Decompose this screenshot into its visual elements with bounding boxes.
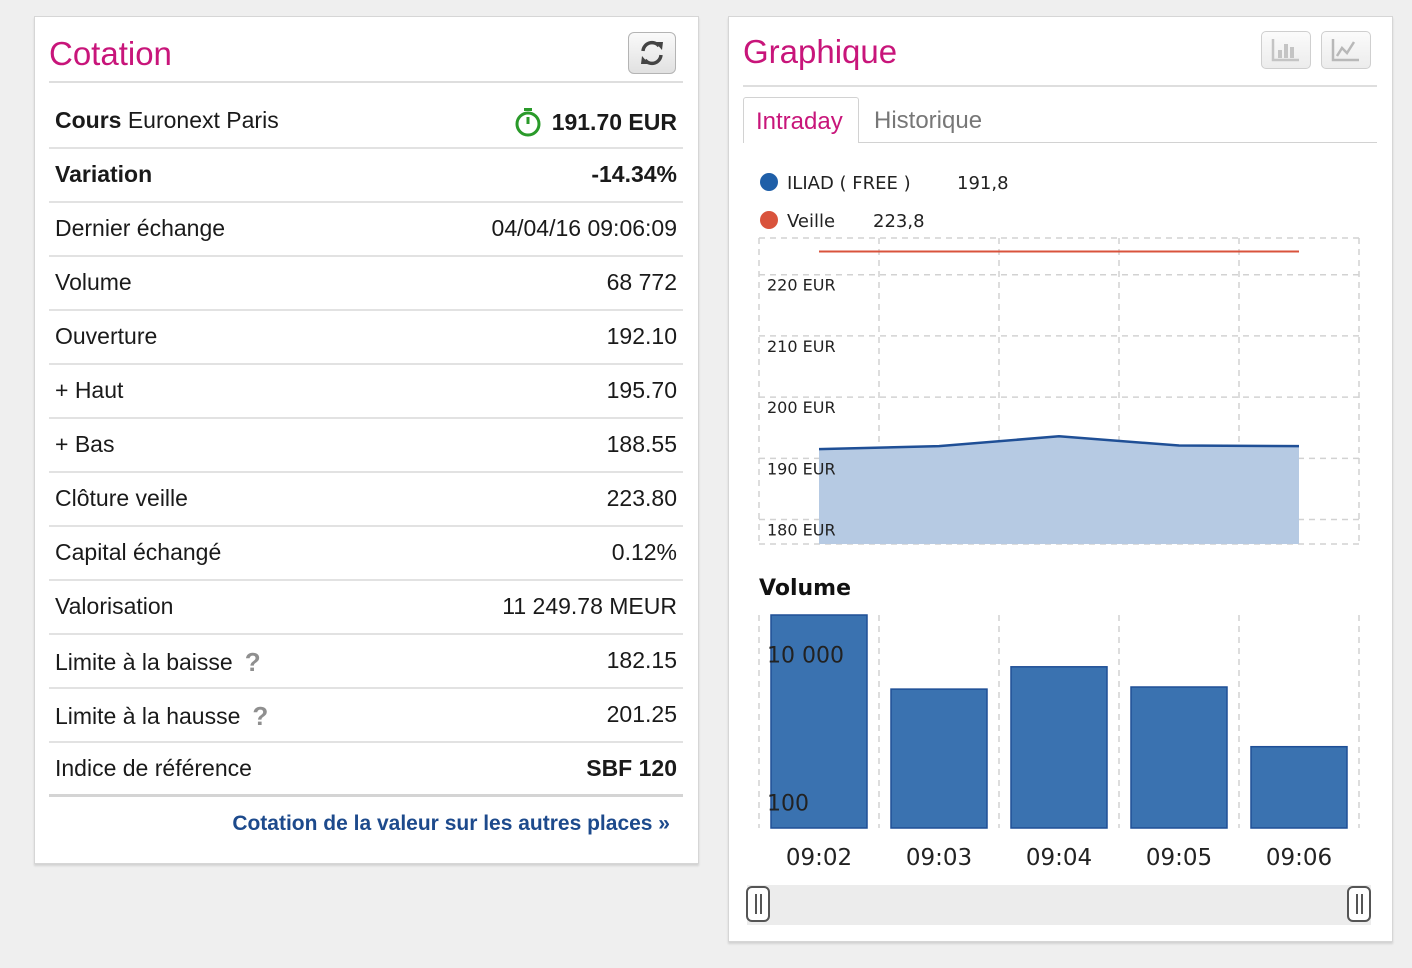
help-icon[interactable]: ? (244, 647, 261, 677)
volume-bar (770, 614, 868, 829)
row-variation: Variation -14.34% (49, 149, 683, 203)
volume-bar (890, 688, 988, 829)
y-tick-label: 200 EUR (767, 398, 836, 417)
x-tick-label: 09:03 (906, 845, 972, 871)
refresh-icon (641, 40, 663, 66)
help-icon[interactable]: ? (252, 701, 269, 731)
tab-intraday[interactable]: Intraday (743, 97, 859, 143)
row-label: Ouverture (55, 323, 158, 349)
row-value: 11 249.78 MEUR (502, 593, 677, 619)
row-value: 192.10 (606, 323, 677, 349)
row-label: Limite à la baisse (55, 649, 233, 675)
row-label: Euronext Paris (121, 107, 279, 133)
other-markets-link[interactable]: Cotation de la valeur sur les autres pla… (232, 812, 670, 835)
x-tick-label: 09:02 (786, 845, 852, 871)
row-capital-echange: Capital échangé 0.12% (49, 527, 683, 581)
row-label: + Bas (55, 431, 115, 457)
row-value: 68 772 (606, 269, 677, 295)
legend-name: Veille (787, 211, 835, 232)
row-volume: Volume 68 772 (49, 257, 683, 311)
row-limite-baisse: Limite à la baisse ? 182.15 (49, 635, 683, 689)
legend-value: 223,8 (873, 211, 925, 232)
graphique-title: Graphique (743, 33, 898, 70)
row-label: + Haut (55, 377, 124, 403)
row-label: Clôture veille (55, 485, 188, 511)
y-tick-label: 180 EUR (767, 521, 836, 540)
volume-y-tick-label: 10 000 (767, 643, 844, 668)
row-cloture-veille: Clôture veille 223.80 (49, 473, 683, 527)
price-area (819, 436, 1299, 544)
x-tick-label: 09:04 (1026, 845, 1092, 871)
bar-chart-icon (1271, 39, 1299, 62)
legend-marker (760, 211, 778, 229)
row-label: Variation (55, 161, 153, 187)
row-indice-reference: Indice de référence SBF 120 (49, 743, 683, 797)
row-label-bold: Cours (55, 107, 122, 133)
row-value: 188.55 (606, 431, 677, 457)
row-value: 0.12% (611, 539, 677, 565)
cotation-panel: Cotation Cours Euronext Paris 191.70 EUR… (34, 16, 699, 864)
row-label: Valorisation (55, 593, 174, 619)
volume-bar (1010, 666, 1108, 829)
tabs-divider (743, 142, 1377, 143)
row-value: 195.70 (606, 377, 677, 403)
cotation-title: Cotation (49, 35, 172, 72)
row-value: 201.25 (606, 701, 677, 727)
row-label: Capital échangé (55, 539, 222, 565)
title-divider (49, 81, 683, 83)
row-label: Dernier échange (55, 215, 226, 241)
refresh-button[interactable] (628, 32, 676, 74)
variation-value: -14.34% (591, 161, 677, 187)
volume-bar (1130, 686, 1228, 829)
line-chart-button[interactable] (1321, 31, 1371, 69)
line-chart-icon (1331, 39, 1359, 62)
row-label: Indice de référence (55, 755, 252, 781)
range-slider-left-handle[interactable] (746, 886, 770, 922)
title-divider (743, 85, 1377, 87)
range-slider-track[interactable] (747, 885, 1371, 925)
price-line (818, 435, 1300, 451)
bar-chart-button[interactable] (1261, 31, 1311, 69)
range-slider-right-handle[interactable] (1347, 886, 1371, 922)
tab-historique[interactable]: Historique (874, 107, 983, 134)
intraday-chart: ILIAD ( FREE ) 191,8 Veille 223,8 220 EUR 21… (758, 173, 1360, 871)
graphique-panel: Graphique Intraday Historique ILIAD ( FR… (728, 16, 1393, 942)
row-cours: Cours Euronext Paris 191.70 EUR (49, 95, 683, 149)
row-value: 223.80 (606, 485, 677, 511)
legend-marker (760, 173, 778, 191)
y-tick-label: 190 EUR (767, 459, 836, 478)
volume-bar (1250, 745, 1348, 829)
indice-link[interactable]: SBF 120 (586, 755, 677, 781)
row-label: Volume (55, 269, 132, 295)
cours-value: 191.70 EUR (551, 108, 677, 135)
row-haut: + Haut 195.70 (49, 365, 683, 419)
row-dernier-echange: Dernier échange 04/04/16 09:06:09 (49, 203, 683, 257)
x-tick-label: 09:05 (1146, 845, 1212, 871)
volume-title: Volume (759, 576, 851, 601)
row-ouverture: Ouverture 192.10 (49, 311, 683, 365)
stopwatch-icon (515, 108, 541, 137)
row-value: 182.15 (606, 647, 677, 673)
row-label: Limite à la hausse (55, 703, 241, 729)
row-value: 04/04/16 09:06:09 (491, 215, 677, 241)
row-bas: + Bas 188.55 (49, 419, 683, 473)
volume-y-tick-label: 100 (767, 792, 809, 817)
row-limite-hausse: Limite à la hausse ? 201.25 (49, 689, 683, 743)
legend-name: ILIAD ( FREE ) (787, 173, 911, 194)
y-tick-label: 220 EUR (767, 276, 836, 295)
y-tick-label: 210 EUR (767, 337, 836, 356)
legend-value: 191,8 (957, 173, 1009, 194)
row-valorisation: Valorisation 11 249.78 MEUR (49, 581, 683, 635)
x-tick-label: 09:06 (1266, 845, 1332, 871)
